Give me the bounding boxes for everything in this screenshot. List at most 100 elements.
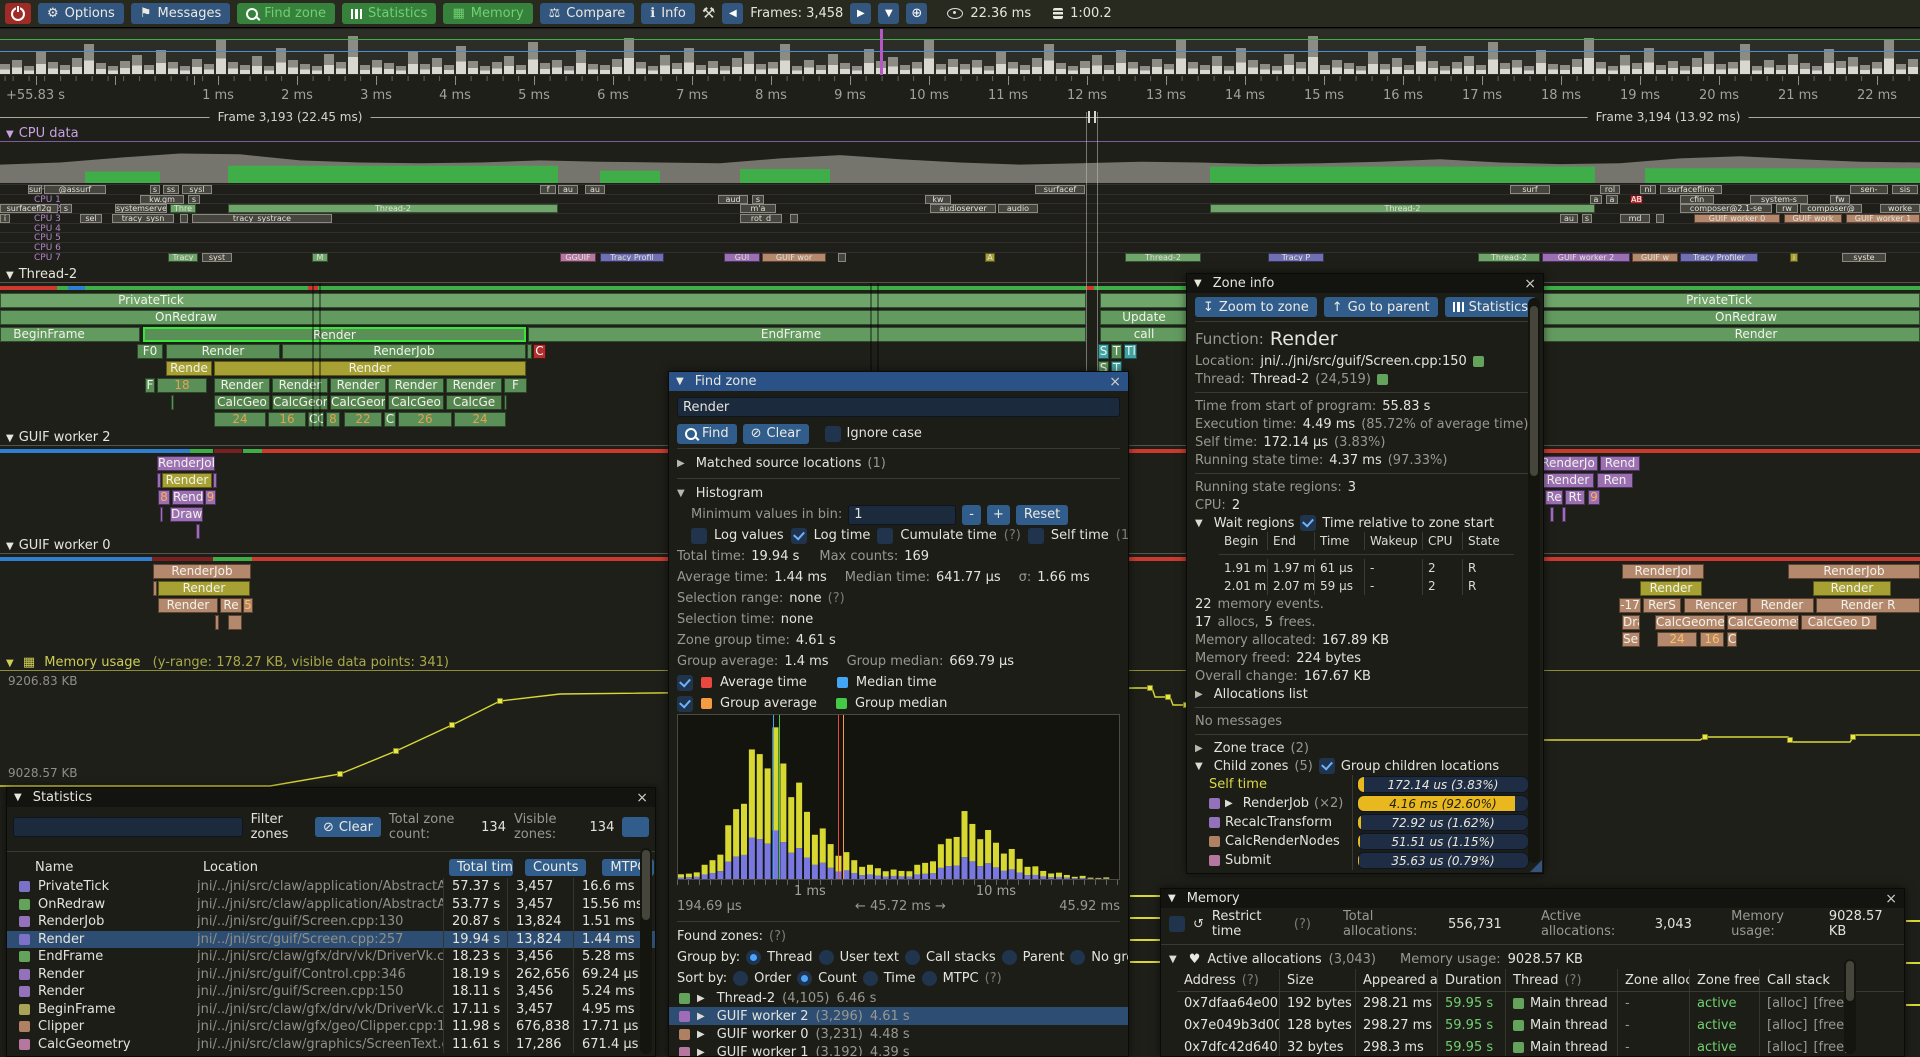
frame-bar[interactable] — [1668, 61, 1678, 74]
zone-24[interactable]: 24 — [1657, 632, 1697, 647]
frame-bar[interactable] — [900, 65, 910, 74]
collapse-icon[interactable]: ▼ — [6, 129, 14, 140]
frame-bar[interactable] — [420, 64, 430, 74]
frame-bar[interactable] — [1008, 62, 1018, 74]
cpu-zone[interactable]: sur — [28, 185, 42, 194]
help-hint[interactable]: (?) — [769, 929, 787, 944]
frame-bar[interactable] — [1188, 62, 1198, 74]
frame-bar[interactable] — [744, 52, 754, 74]
cpu-zone[interactable]: @assurf — [44, 185, 106, 194]
frame-bar[interactable] — [960, 64, 970, 74]
cpu-zone[interactable]: M — [312, 252, 328, 262]
child-zone-row[interactable]: RecalcTransform 72.92 us (1.62%) — [1195, 813, 1535, 832]
scrollbar[interactable] — [1844, 959, 1856, 1054]
frame-bar[interactable] — [1620, 55, 1630, 74]
sort-by-radio-order[interactable] — [733, 971, 749, 986]
collapse-icon[interactable]: ▼ — [676, 376, 684, 387]
memory-column-header[interactable]: Thread (?) — [1505, 969, 1617, 991]
statistics-row[interactable]: Render jni/../jni/src/guif/Control.cpp:34… — [7, 965, 655, 983]
histogram-plot[interactable] — [677, 714, 1120, 880]
min-bin-input[interactable]: 1 — [848, 504, 957, 525]
frame-bar[interactable] — [1848, 57, 1858, 74]
frame-bar[interactable] — [1104, 65, 1114, 74]
zone-cc[interactable]: CC — [308, 412, 324, 427]
zone-onredraw[interactable]: OnRedraw — [0, 310, 1086, 325]
zone-s[interactable]: S — [1098, 344, 1109, 359]
frame-bar[interactable] — [264, 66, 274, 74]
zone-render[interactable]: Render — [330, 378, 386, 393]
frame-bar[interactable] — [1716, 64, 1726, 74]
frame-bar[interactable] — [348, 36, 358, 74]
sort-by-radio-mtpc[interactable] — [921, 971, 937, 986]
frame-bar[interactable] — [996, 52, 1006, 74]
help-hint[interactable]: (?) — [984, 971, 1002, 986]
help-hint[interactable]: (?) — [1241, 972, 1259, 988]
cpu-zone[interactable]: tracy_systrace — [192, 213, 332, 223]
cpu-zone[interactable]: aud — [718, 194, 748, 204]
cpu-zone[interactable]: AB — [1630, 194, 1643, 204]
frame-bar[interactable] — [696, 65, 706, 74]
frame-bar[interactable] — [612, 59, 622, 74]
frame-bar[interactable] — [1884, 40, 1894, 74]
collapse-icon[interactable]: ▼ — [1195, 760, 1203, 772]
zone-unnamed[interactable] — [228, 615, 242, 630]
cpu-zone[interactable]: s — [150, 185, 160, 194]
zone-tl[interactable]: Tl — [1124, 344, 1137, 359]
collapse-icon[interactable]: ▼ — [6, 270, 14, 281]
frame-bar[interactable] — [1512, 60, 1522, 74]
frame-bar[interactable] — [408, 52, 418, 74]
zone-render[interactable]: Render — [214, 361, 526, 376]
collapse-icon[interactable]: ▼ — [1195, 517, 1203, 529]
zone-renderjob[interactable]: RenderJob — [1788, 564, 1920, 579]
frame-bar[interactable] — [1428, 61, 1438, 74]
frame-bar[interactable] — [1272, 66, 1282, 74]
frame-bar[interactable] — [1776, 65, 1786, 74]
frame-bar[interactable] — [1128, 62, 1138, 74]
frame-bar[interactable] — [1752, 66, 1762, 74]
cpu-zone[interactable]: Thread-2 — [228, 204, 558, 214]
frame-bar[interactable] — [1164, 64, 1174, 74]
frame-bar[interactable] — [312, 66, 322, 74]
close-icon[interactable]: × — [636, 789, 648, 806]
collapse-icon[interactable]: ▼ — [1168, 893, 1176, 904]
cpu-zone[interactable]: i — [0, 213, 10, 223]
memory-column-header[interactable]: Duration — [1437, 969, 1505, 991]
zone-render[interactable]: Render — [166, 344, 280, 359]
frame-bar[interactable] — [720, 66, 730, 74]
frame-bar[interactable] — [36, 52, 46, 74]
expand-icon[interactable]: ▶ — [1195, 688, 1203, 700]
frame-bar[interactable] — [1536, 50, 1546, 74]
zone-draw[interactable]: Draw — [170, 507, 203, 522]
frame-bar[interactable] — [1236, 48, 1246, 74]
zone-info-titlebar[interactable]: ▼ Zone info × — [1187, 274, 1543, 293]
frame-bar[interactable] — [108, 66, 118, 74]
frame-bar[interactable] — [240, 65, 250, 74]
zone-c[interactable]: C — [384, 412, 396, 427]
cpu-zone[interactable]: sen- — [1850, 185, 1888, 194]
reset-button[interactable]: Reset — [1015, 504, 1069, 525]
expand-icon[interactable]: ▶ — [677, 458, 685, 469]
cpu-zone[interactable]: GGUIF — [560, 252, 596, 262]
frame-bar[interactable] — [384, 63, 394, 74]
frame-bar[interactable] — [360, 65, 370, 74]
found-zone-group[interactable]: ▶ GUIF worker 2 (3,296) 4.61 s — [669, 1007, 1128, 1025]
frame-bar[interactable] — [1056, 63, 1066, 74]
cpu-zone[interactable]: surfacefl2g — [0, 204, 58, 214]
frame-bar[interactable] — [12, 60, 22, 74]
frame-bar[interactable] — [72, 58, 82, 74]
zone-renderjob[interactable]: RenderJob — [157, 456, 215, 471]
cpu-zone[interactable]: cfin — [1680, 194, 1714, 204]
alloc-callstack-link[interactable]: [alloc] — [1767, 1017, 1808, 1033]
frame-bar[interactable] — [624, 38, 634, 74]
go-to-parent-button[interactable]: ↑ Go to parent — [1323, 297, 1438, 317]
allocation-address[interactable]: 0x7dfaa64e00 — [1184, 995, 1279, 1011]
allocation-row[interactable]: 0x7dfaa64e00 192 bytes 298.21 ms 59.95 s Mai… — [1177, 992, 1904, 1014]
frame-bar[interactable] — [156, 50, 166, 74]
active-allocations-label[interactable]: Active allocations — [1207, 951, 1322, 967]
cpu-zone[interactable]: sis — [1892, 185, 1918, 194]
group-by-radio-no-grouping[interactable] — [1070, 950, 1086, 965]
frame-bar[interactable] — [660, 55, 670, 74]
cpu-zone[interactable]: a — [1606, 194, 1618, 204]
zone-unnamed[interactable] — [196, 524, 200, 539]
frame-bar[interactable] — [1284, 54, 1294, 74]
